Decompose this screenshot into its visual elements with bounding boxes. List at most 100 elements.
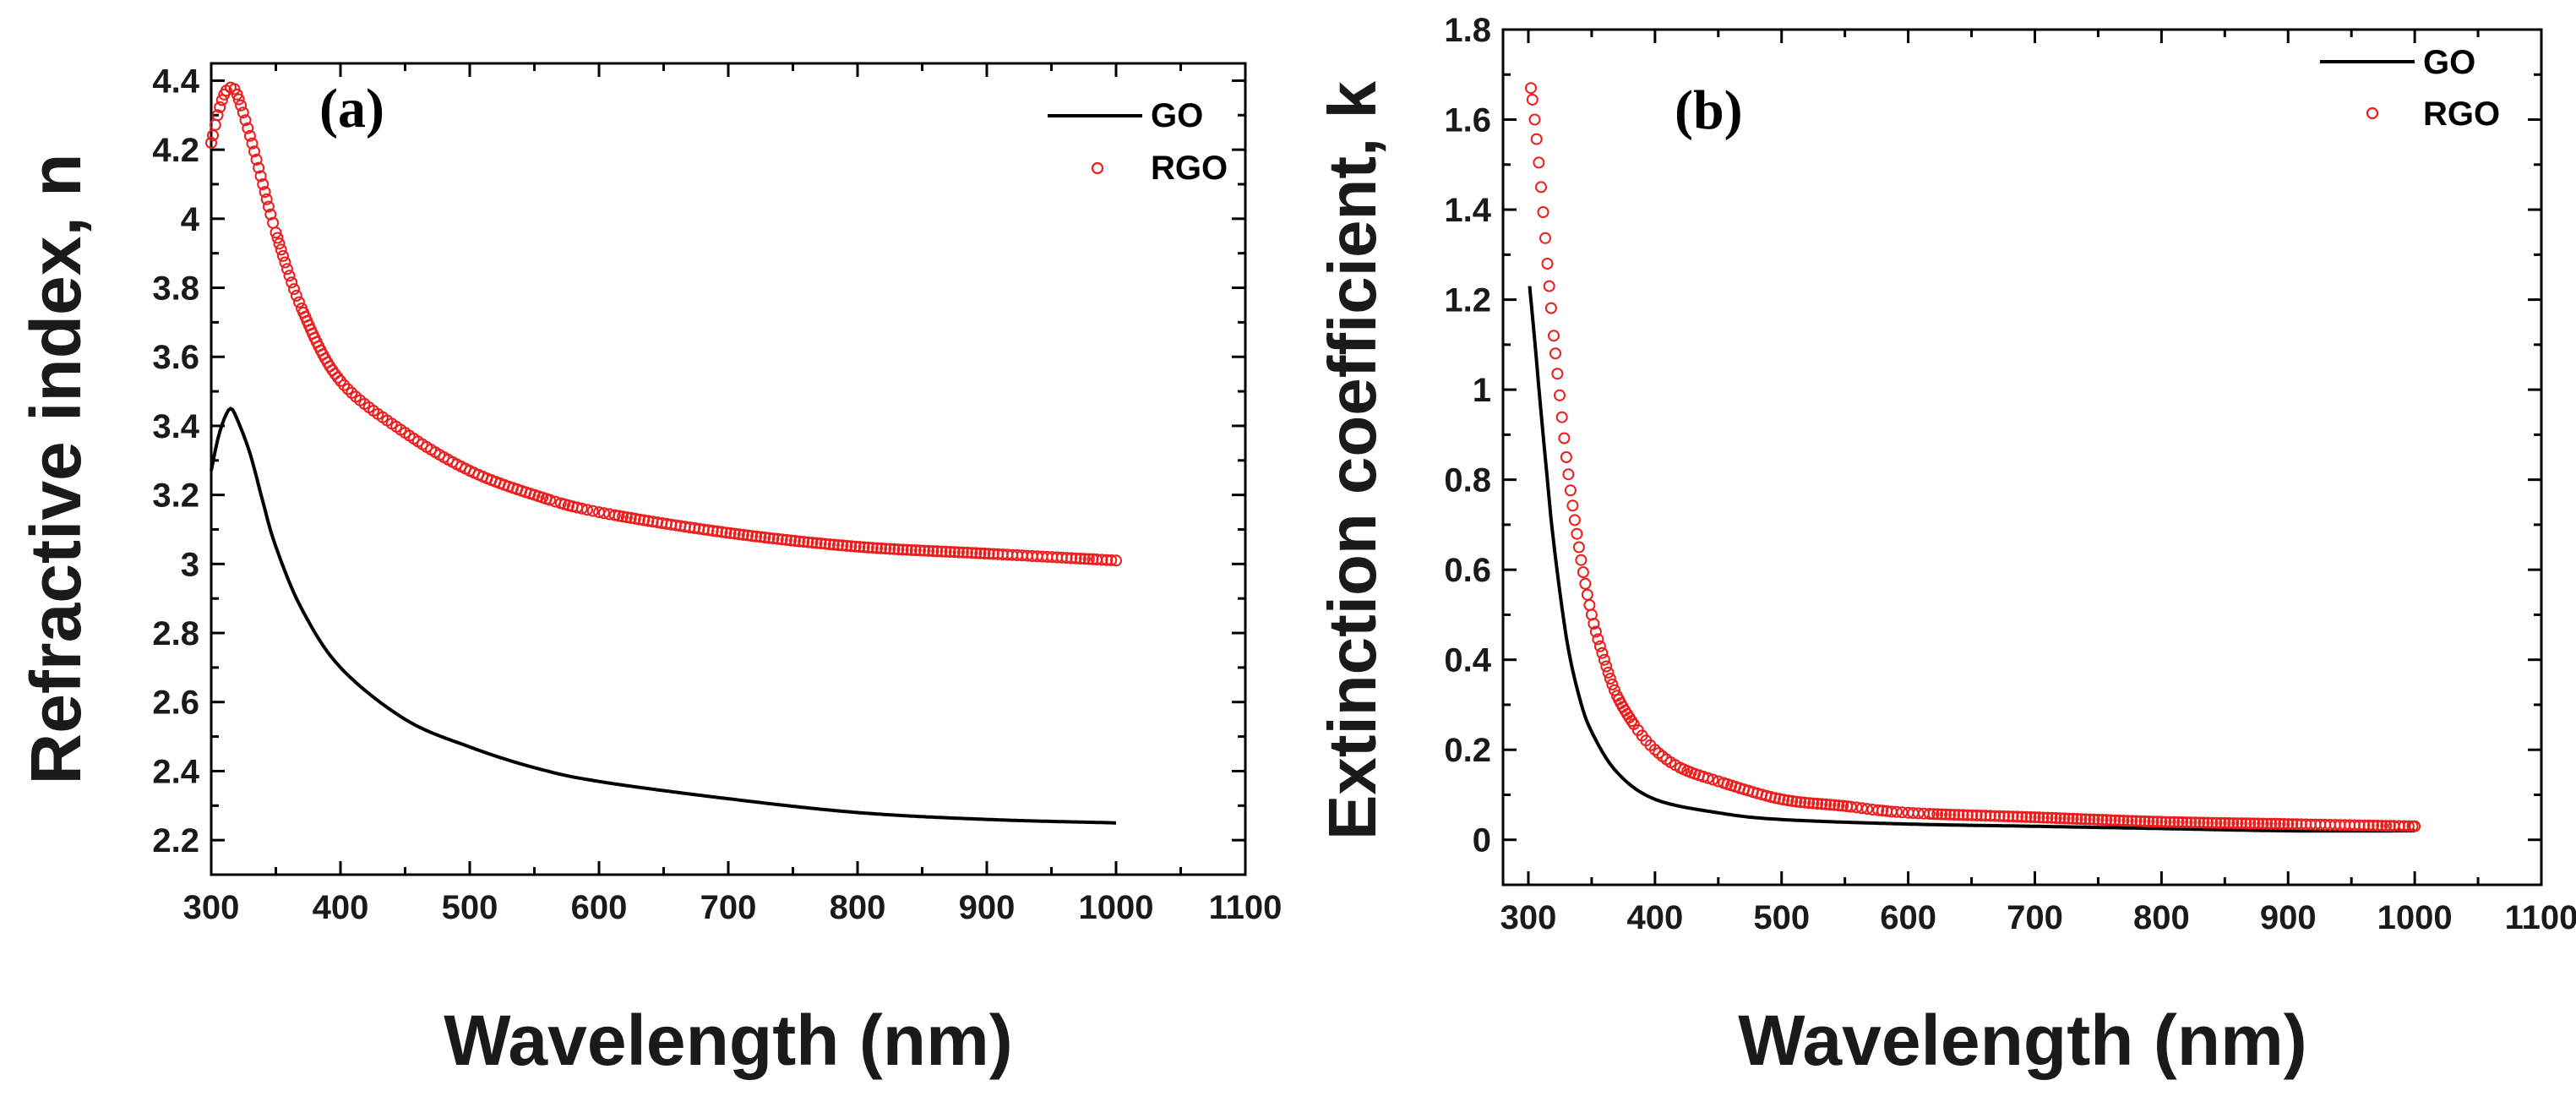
- data-point: [1707, 773, 1719, 786]
- data-point: [1549, 347, 1561, 360]
- data-point: [2210, 816, 2223, 829]
- data-point: [290, 289, 302, 302]
- data-point: [2236, 817, 2248, 830]
- legend-rgo-swatch: [2366, 106, 2379, 120]
- x-tick-label: 800: [830, 889, 886, 926]
- data-point: [341, 383, 354, 396]
- x-tick-label: 1100: [1209, 889, 1283, 926]
- data-point: [253, 161, 265, 174]
- legend: GO RGO: [2320, 44, 2500, 133]
- data-point: [2358, 819, 2371, 832]
- data-point: [288, 283, 300, 296]
- data-point: [1600, 660, 1613, 673]
- data-point: [543, 494, 556, 506]
- data-point: [728, 527, 741, 540]
- x-axis-title: Wavelength (nm): [444, 1001, 1013, 1080]
- data-point: [905, 543, 918, 556]
- x-tick-labels: 300 400 500 600 700 800 900 1000 1100: [183, 889, 1283, 926]
- data-point: [2269, 817, 2282, 830]
- data-point: [2002, 810, 2015, 823]
- data-point: [871, 542, 883, 554]
- x-tick-label: 900: [2260, 899, 2317, 936]
- data-point: [273, 237, 286, 250]
- data-point: [283, 270, 296, 282]
- data-point: [232, 93, 245, 106]
- data-point: [1577, 566, 1589, 579]
- data-point: [1872, 804, 1885, 816]
- data-point: [901, 543, 913, 556]
- data-point: [1912, 807, 1925, 820]
- data-point: [2033, 811, 2045, 824]
- data-point: [909, 544, 922, 557]
- data-point: [2286, 818, 2299, 831]
- x-axis-title: Wavelength (nm): [1738, 1001, 2307, 1080]
- x-tick-label: 900: [959, 889, 1016, 926]
- data-point: [1799, 796, 1811, 809]
- x-tick-label: 500: [1753, 899, 1810, 936]
- data-point: [2050, 812, 2062, 824]
- y-tick-label: 0.8: [1444, 462, 1491, 499]
- data-point: [1105, 554, 1118, 566]
- y-tick-label: 3.2: [152, 477, 199, 515]
- data-point: [2159, 816, 2172, 828]
- data-point: [1528, 113, 1541, 126]
- data-point: [1579, 577, 1592, 590]
- data-point: [1952, 809, 1965, 821]
- data-point: [1844, 800, 1857, 813]
- legend-go-label: GO: [2423, 44, 2475, 81]
- data-point: [2016, 810, 2029, 823]
- data-point: [742, 529, 754, 542]
- data-point: [970, 547, 983, 559]
- data-point: [1074, 553, 1086, 565]
- data-point: [1562, 468, 1575, 481]
- data-point: [2227, 817, 2240, 830]
- panel-label: (a): [319, 78, 384, 139]
- data-point: [1970, 809, 1983, 821]
- data-point: [827, 538, 840, 551]
- data-point: [785, 534, 797, 547]
- data-point: [246, 137, 259, 150]
- x-tick-label: 700: [2007, 899, 2063, 936]
- data-point: [338, 379, 351, 391]
- y-tick-label: 1.4: [1444, 192, 1491, 229]
- data-point: [624, 511, 637, 524]
- data-point: [814, 537, 827, 550]
- data-point: [2409, 820, 2421, 832]
- data-point: [1876, 805, 1889, 817]
- data-point: [1948, 809, 1961, 821]
- x-tick-label: 1100: [2505, 899, 2576, 936]
- legend-rgo-label: RGO: [1151, 150, 1228, 187]
- data-point: [1807, 797, 1820, 810]
- x-tick-label: 600: [1880, 899, 1936, 936]
- data-point: [888, 543, 901, 555]
- data-point: [1786, 794, 1799, 807]
- data-point: [771, 532, 784, 545]
- data-point: [952, 546, 965, 559]
- legend: GO RGO: [1048, 97, 1228, 187]
- data-point: [1764, 791, 1777, 803]
- data-point: [235, 99, 248, 112]
- data-point: [1560, 451, 1572, 463]
- tick-marks: [1503, 28, 2543, 885]
- x-tick-label: 300: [183, 889, 240, 926]
- data-point: [884, 543, 896, 555]
- data-point: [1543, 280, 1555, 292]
- data-point: [2376, 820, 2388, 832]
- data-point: [793, 535, 806, 548]
- data-point: [767, 532, 780, 545]
- y-tick-label: 3.8: [152, 270, 199, 308]
- data-point: [2248, 817, 2261, 830]
- y-tick-label: 2.8: [152, 615, 199, 652]
- data-point: [823, 538, 836, 551]
- data-point: [2011, 810, 2023, 823]
- data-point: [1803, 797, 1816, 810]
- data-point: [228, 83, 241, 95]
- data-point: [1588, 618, 1600, 630]
- data-point: [260, 193, 273, 205]
- data-point: [243, 129, 256, 142]
- data-point: [1564, 484, 1577, 497]
- data-point: [248, 145, 260, 158]
- data-point: [331, 371, 344, 384]
- y-tick-labels: 2.2 2.4 2.6 2.8 3 3.2 3.4 3.6 3.8 4 4.2 4.4: [152, 63, 199, 859]
- data-series: [205, 81, 1122, 825]
